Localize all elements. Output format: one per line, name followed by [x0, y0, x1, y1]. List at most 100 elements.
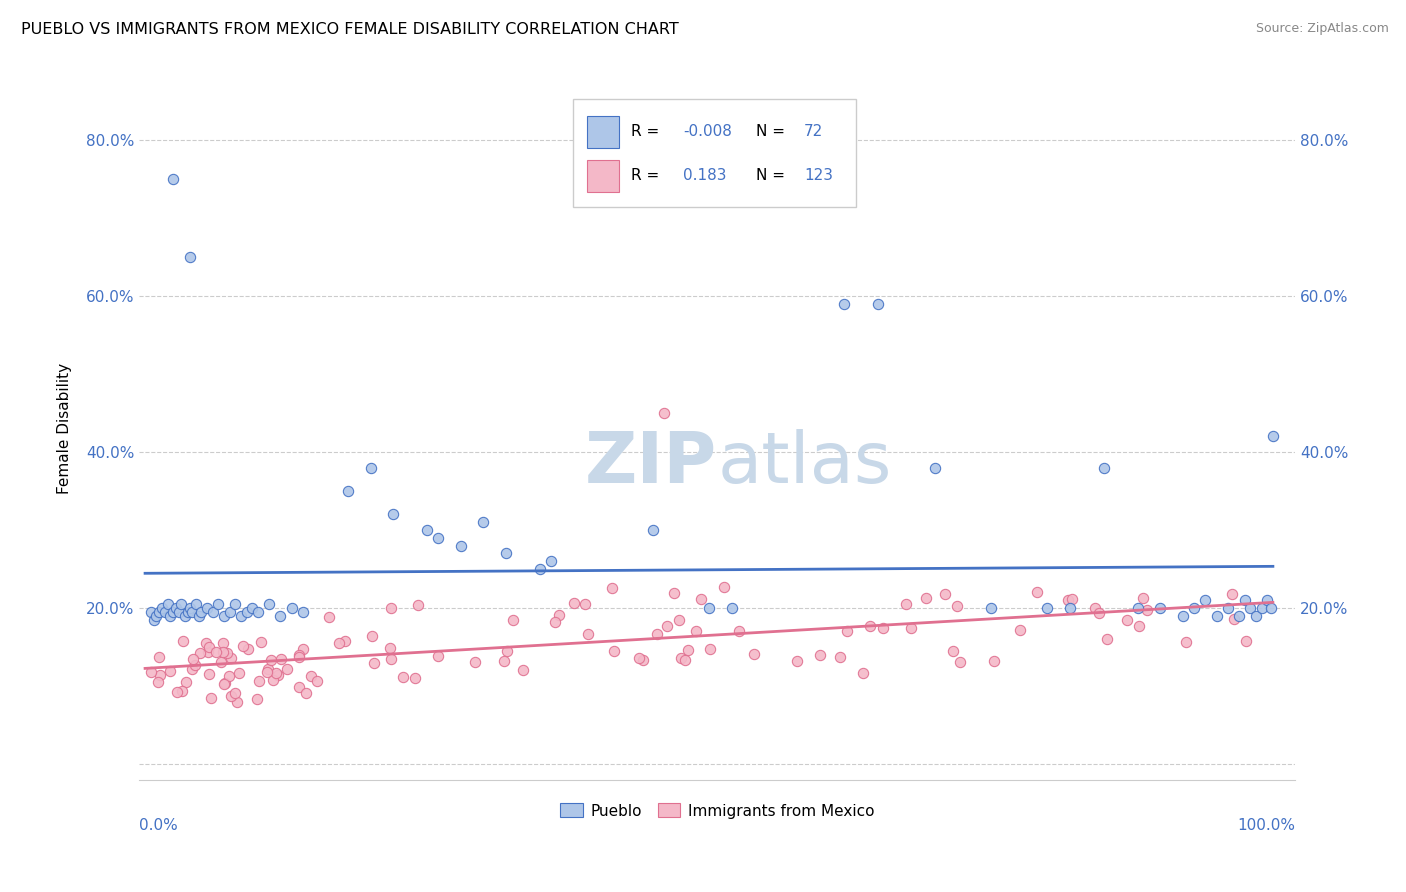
Point [1182, 601, 1205, 615]
Point [720, 601, 742, 615]
Point [214, 676, 236, 690]
Point [212, 645, 235, 659]
Point [219, 689, 242, 703]
Point [543, 615, 565, 629]
Point [288, 648, 311, 663]
Point [215, 646, 238, 660]
Point [1261, 429, 1284, 443]
Point [209, 655, 232, 669]
Point [728, 624, 751, 638]
Text: 72: 72 [804, 124, 824, 139]
Point [1256, 593, 1278, 607]
Point [1084, 601, 1107, 615]
Point [228, 665, 250, 680]
Point [835, 624, 858, 638]
Point [828, 650, 851, 665]
Text: R =: R = [631, 124, 659, 139]
Point [363, 656, 385, 670]
Point [685, 624, 707, 639]
Point [980, 601, 1002, 615]
Point [172, 634, 194, 648]
Point [257, 597, 280, 611]
Point [1126, 601, 1149, 615]
Point [1216, 601, 1239, 615]
Point [360, 460, 382, 475]
Point [1010, 624, 1032, 638]
Point [236, 642, 259, 657]
Text: N =: N = [755, 169, 785, 183]
Text: PUEBLO VS IMMIGRANTS FROM MEXICO FEMALE DISABILITY CORRELATION CHART: PUEBLO VS IMMIGRANTS FROM MEXICO FEMALE … [21, 22, 679, 37]
Point [808, 648, 831, 662]
Point [496, 643, 519, 657]
Point [247, 674, 270, 689]
Point [1244, 608, 1267, 623]
Point [260, 653, 283, 667]
Point [197, 645, 219, 659]
Point [1222, 611, 1244, 625]
Point [1115, 613, 1137, 627]
FancyBboxPatch shape [586, 161, 619, 192]
Point [179, 601, 201, 615]
Point [257, 662, 280, 676]
Point [859, 619, 882, 633]
Point [868, 296, 890, 310]
Point [179, 250, 201, 264]
Point [378, 641, 401, 656]
Point [232, 639, 254, 653]
Point [328, 636, 350, 650]
Point [224, 686, 246, 700]
Point [198, 666, 221, 681]
Point [512, 663, 534, 677]
Point [205, 645, 228, 659]
Point [195, 636, 218, 650]
Text: 100.0%: 100.0% [1237, 818, 1295, 833]
Point [416, 523, 439, 537]
Point [184, 597, 207, 611]
Point [318, 610, 340, 624]
Point [942, 644, 965, 658]
Point [270, 652, 292, 666]
Point [145, 608, 167, 623]
FancyBboxPatch shape [572, 98, 856, 207]
Point [492, 654, 515, 668]
Point [627, 651, 650, 665]
Point [1136, 602, 1159, 616]
Point [291, 605, 314, 619]
Point [184, 657, 207, 672]
Point [529, 562, 551, 576]
Point [307, 673, 329, 688]
Point [603, 644, 626, 658]
Point [235, 605, 257, 619]
Point [165, 601, 187, 615]
Point [226, 694, 249, 708]
Point [295, 686, 318, 700]
Point [240, 601, 263, 615]
Text: N =: N = [755, 124, 785, 139]
Text: R =: R = [631, 169, 659, 183]
Point [392, 670, 415, 684]
Point [699, 642, 721, 657]
Point [562, 596, 585, 610]
Point [894, 597, 917, 611]
Point [212, 677, 235, 691]
Point [652, 406, 675, 420]
Point [276, 662, 298, 676]
Point [150, 601, 173, 615]
Point [148, 605, 170, 619]
Text: 123: 123 [804, 169, 834, 183]
Point [246, 692, 269, 706]
Point [578, 626, 600, 640]
Point [173, 608, 195, 623]
Point [641, 523, 664, 537]
Point [224, 597, 246, 611]
Point [647, 627, 669, 641]
Point [212, 608, 235, 623]
Point [1095, 632, 1118, 646]
Point [218, 669, 240, 683]
Point [924, 460, 946, 475]
Point [249, 635, 271, 649]
Point [934, 587, 956, 601]
Point [502, 613, 524, 627]
Point [1092, 460, 1115, 475]
Point [1087, 606, 1109, 620]
